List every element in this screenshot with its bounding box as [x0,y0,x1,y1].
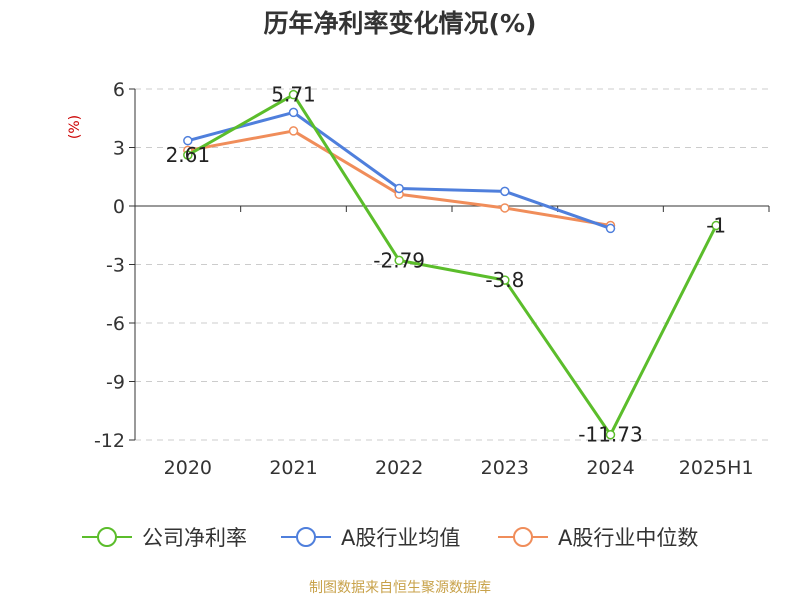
legend-marker [97,527,117,547]
x-tick-label: 2024 [586,457,634,479]
data-point[interactable] [605,223,616,234]
series-line [187,93,718,437]
legend-marker [296,527,316,547]
y-axis-label: (%) [67,115,83,139]
data-label: -11.73 [578,423,642,447]
data-point[interactable] [394,183,404,194]
y-tick-label: -6 [106,313,125,335]
data-point[interactable] [500,203,510,213]
data-point[interactable] [605,429,616,440]
y-tick-label: -9 [106,372,125,394]
legend-item[interactable]: A股行业均值 [281,526,460,550]
data-point[interactable] [394,255,404,266]
source-note: 制图数据来自恒生聚源数据库 [309,580,491,596]
legend-label: A股行业中位数 [558,526,698,550]
data-label: -3.8 [485,268,524,292]
x-tick-label: 2022 [375,457,423,479]
y-tick-label: -12 [94,430,125,452]
legend-marker [513,527,533,547]
chart-title: 历年净利率变化情况(%) [263,9,537,38]
series-line [187,129,611,227]
data-point[interactable] [288,107,299,118]
data-point[interactable] [288,126,299,136]
series-line [187,110,611,230]
data-point[interactable] [500,275,510,285]
data-point[interactable] [288,89,299,100]
data-point[interactable] [711,220,721,231]
y-tick-label: 6 [113,79,125,101]
grid-lines [135,88,769,441]
data-point[interactable] [183,135,193,146]
x-tick-label: 2023 [481,457,529,479]
legend-label: 公司净利率 [142,526,247,550]
data-labels: 2.61 5.71 -2.79 -3.8 -11.73 -1 [166,83,727,447]
x-tick-label: 2021 [269,457,317,479]
data-label: -2.79 [373,248,425,272]
data-point[interactable] [500,186,510,197]
data-point[interactable] [183,150,193,160]
x-tick-label: 2025H1 [679,457,754,479]
y-tick-label: 3 [113,138,125,160]
legend-item[interactable]: A股行业中位数 [498,526,698,550]
y-tick-label: -3 [106,255,125,277]
series-lines [183,89,721,440]
x-tick-label: 2020 [164,457,212,479]
legend[interactable]: 公司净利率 A股行业均值 A股行业中位数 [82,526,698,550]
data-label: -1 [706,214,726,238]
data-label: 5.71 [271,83,316,107]
legend-item[interactable]: 公司净利率 [82,526,247,550]
axes: 6 3 0 -3 -6 -9 -12 2020 2021 2022 2023 2024 2025H1 [94,79,770,479]
legend-label: A股行业均值 [341,526,460,550]
data-label: 2.61 [166,143,211,167]
y-tick-label: 0 [113,196,125,218]
